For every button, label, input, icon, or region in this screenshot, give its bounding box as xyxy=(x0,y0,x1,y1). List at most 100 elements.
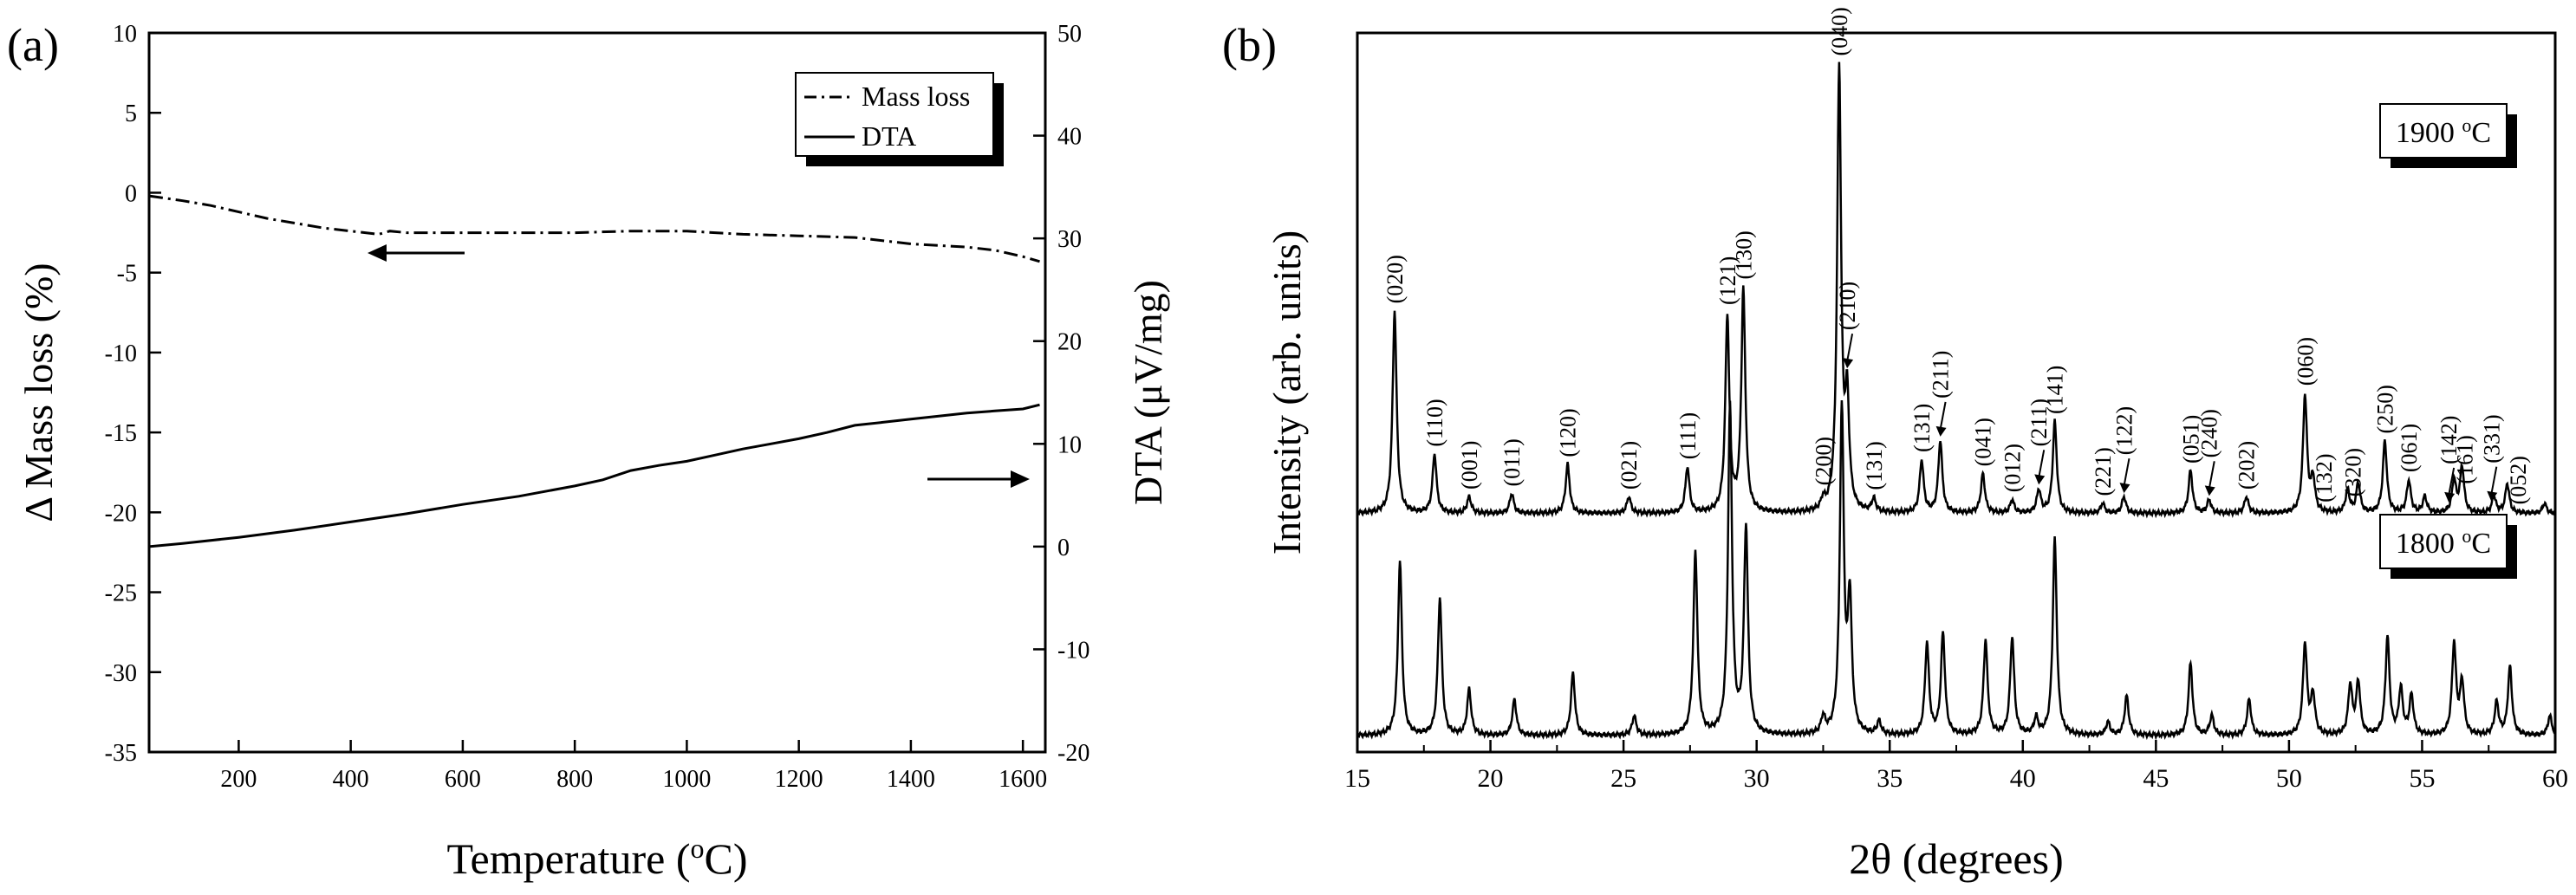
svg-text:(122): (122) xyxy=(2111,406,2137,455)
legend-mass-loss-label: Mass loss xyxy=(862,81,970,112)
hkl-label: (121) xyxy=(1715,256,1740,305)
svg-text:(142): (142) xyxy=(2436,416,2462,464)
hkl-label: (040) xyxy=(1827,7,1852,55)
svg-text:(240): (240) xyxy=(2197,409,2222,457)
svg-text:(012): (012) xyxy=(2000,444,2025,492)
x-tick-label: 45 xyxy=(2143,764,2169,793)
svg-text:(011): (011) xyxy=(1499,438,1525,486)
svg-text:(211): (211) xyxy=(1929,351,1954,399)
panel-a-right-y-axis-title: DTA (μV/mg) xyxy=(1126,280,1170,505)
panel-b-series xyxy=(1356,62,2557,741)
y-left-tick-label: -20 xyxy=(105,500,137,527)
x-tick-label: 20 xyxy=(1478,764,1504,793)
panel-a-x-ticks: 200 400 600 800 1000 1200 1400 1600 xyxy=(220,740,1047,793)
hkl-label: (120) xyxy=(1556,408,1581,457)
label-1900C: 1900 oC xyxy=(2379,103,2517,168)
y-left-tick-label: -25 xyxy=(105,580,137,607)
legend-dta-label: DTA xyxy=(862,120,916,152)
y-left-tick-label: -30 xyxy=(105,660,137,687)
hkl-label: (240) xyxy=(2197,409,2222,496)
panel-b-x-ticks: 15 20 25 30 35 40 45 50 55 60 xyxy=(1344,740,2568,793)
svg-text:(210): (210) xyxy=(1835,282,1860,330)
hkl-label: (142) xyxy=(2436,416,2462,503)
hkl-label: (202) xyxy=(2234,441,2260,490)
hkl-label: (052) xyxy=(2506,456,2531,504)
xrd-pattern-1900C xyxy=(1356,62,2557,519)
svg-text:(202): (202) xyxy=(2234,441,2260,490)
svg-text:(121): (121) xyxy=(1715,256,1740,305)
x-tick-label: 35 xyxy=(1877,764,1903,793)
svg-text:1800 oC: 1800 oC xyxy=(2396,525,2491,560)
svg-text:(040): (040) xyxy=(1827,7,1852,55)
hkl-label: (012) xyxy=(2000,444,2025,492)
svg-text:(250): (250) xyxy=(2372,385,2397,433)
panel-a-legend: Mass loss DTA xyxy=(795,72,1004,166)
hkl-label: (161) xyxy=(2453,435,2478,483)
svg-text:(060): (060) xyxy=(2293,337,2318,386)
x-tick-label: 600 xyxy=(445,766,481,793)
mass-loss-line xyxy=(148,194,1040,263)
x-tick-label: 800 xyxy=(556,766,593,793)
svg-text:(320): (320) xyxy=(2341,448,2366,496)
hkl-label: (051) xyxy=(2178,415,2203,464)
panel-a-plot-frame xyxy=(147,31,1047,754)
x-tick-label: 55 xyxy=(2409,764,2435,793)
y-left-tick-label: 10 xyxy=(113,21,137,48)
y-right-tick-label: 40 xyxy=(1057,124,1082,151)
svg-text:(331): (331) xyxy=(2479,414,2504,463)
hkl-label: (210) xyxy=(1835,282,1860,369)
x-tick-label: 30 xyxy=(1744,764,1770,793)
svg-text:(110): (110) xyxy=(1422,399,1447,446)
panel-b-label: (b) xyxy=(1222,19,1277,71)
hkl-label: (020) xyxy=(1382,255,1408,303)
x-tick-label: 60 xyxy=(2542,764,2568,793)
hkl-label: (111) xyxy=(1675,412,1701,459)
hkl-label: (221) xyxy=(2091,447,2116,496)
legend-box xyxy=(795,72,994,157)
hkl-label: (211) xyxy=(1929,351,1954,437)
x-tick-label: 1000 xyxy=(662,766,711,793)
hkl-label: (130) xyxy=(1731,230,1756,279)
hkl-label: (061) xyxy=(2397,424,2422,472)
hkl-label: (211) xyxy=(2026,399,2052,485)
svg-text:(131): (131) xyxy=(1862,441,1887,490)
panel-a-left-y-axis-title: Δ Mass loss (%) xyxy=(16,263,61,522)
svg-text:(200): (200) xyxy=(1811,437,1836,485)
hkl-label: (131) xyxy=(1909,404,1935,452)
hkl-label: (200) xyxy=(1811,437,1836,485)
svg-text:(001): (001) xyxy=(1457,441,1482,490)
x-tick-label: 200 xyxy=(220,766,257,793)
svg-text:(020): (020) xyxy=(1382,255,1408,303)
hkl-label: (011) xyxy=(1499,438,1525,486)
svg-text:(141): (141) xyxy=(2043,366,2068,414)
hkl-label: (110) xyxy=(1422,399,1447,446)
panel-a: (a) 200 400 600 800 1000 1200 1400 1600 1050-5-… xyxy=(7,19,1170,883)
svg-text:(161): (161) xyxy=(2453,435,2478,483)
x-tick-label: 40 xyxy=(2010,764,2036,793)
svg-text:(051): (051) xyxy=(2178,415,2203,464)
y-left-tick-label: 5 xyxy=(125,101,137,127)
panel-a-label: (a) xyxy=(7,19,59,71)
svg-text:(111): (111) xyxy=(1675,412,1701,459)
hkl-label: (320) xyxy=(2341,448,2366,496)
svg-text:(021): (021) xyxy=(1617,441,1642,490)
panel-b-hkl-annotations: (020) (110) (001) (011) (120) (021) (111) (121)… xyxy=(1382,7,2531,504)
hkl-label: (141) xyxy=(2043,366,2068,414)
dta-line xyxy=(148,403,1040,548)
x-tick-label: 50 xyxy=(2276,764,2302,793)
svg-text:(221): (221) xyxy=(2091,447,2116,496)
panel-a-left-y-ticks: 10 5 0 -5 -10 -15 -20 -25 -30 -35 xyxy=(105,21,161,767)
dta-axis-arrow xyxy=(927,470,1030,488)
xrd-pattern-1800C xyxy=(1356,400,2557,741)
y-right-tick-label: -10 xyxy=(1057,637,1090,664)
x-tick-label: 25 xyxy=(1610,764,1636,793)
label-1800C: 1800 oC xyxy=(2379,514,2517,579)
y-right-tick-label: -20 xyxy=(1057,740,1090,767)
x-tick-label: 1400 xyxy=(887,766,935,793)
y-right-tick-label: 0 xyxy=(1057,535,1070,561)
svg-text:(211): (211) xyxy=(2026,399,2052,446)
x-tick-label: 400 xyxy=(333,766,369,793)
y-left-tick-label: -10 xyxy=(105,340,137,367)
hkl-label: (131) xyxy=(1862,441,1887,490)
